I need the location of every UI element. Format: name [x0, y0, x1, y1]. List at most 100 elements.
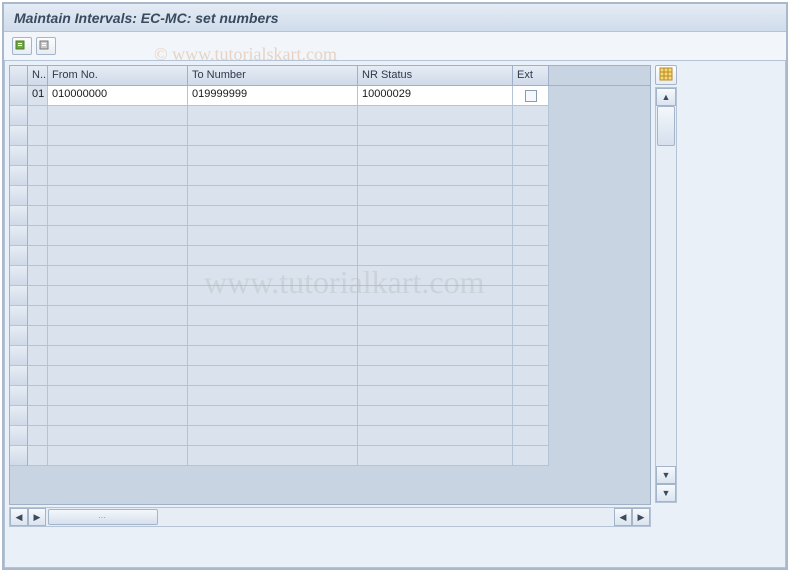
cell-from[interactable] — [48, 126, 188, 146]
cell-to[interactable] — [188, 166, 358, 186]
row-selector[interactable] — [10, 266, 28, 286]
cell-n[interactable] — [28, 166, 48, 186]
scroll-right-inner-button[interactable]: ▶ — [28, 508, 46, 526]
cell-n[interactable] — [28, 186, 48, 206]
cell-from[interactable]: 010000000 — [48, 86, 188, 106]
row-selector[interactable] — [10, 346, 28, 366]
row-selector[interactable] — [10, 286, 28, 306]
row-selector[interactable] — [10, 446, 28, 466]
insert-row-button[interactable] — [12, 37, 32, 55]
cell-nr[interactable] — [358, 126, 513, 146]
cell-nr[interactable] — [358, 226, 513, 246]
col-header-nr[interactable]: NR Status — [358, 66, 513, 85]
scroll-left-button[interactable]: ◀ — [10, 508, 28, 526]
cell-to[interactable] — [188, 186, 358, 206]
cell-ext[interactable] — [513, 86, 549, 106]
cell-n[interactable] — [28, 386, 48, 406]
cell-n[interactable] — [28, 326, 48, 346]
cell-nr[interactable] — [358, 186, 513, 206]
cell-to[interactable] — [188, 346, 358, 366]
row-selector[interactable] — [10, 426, 28, 446]
cell-n[interactable] — [28, 446, 48, 466]
cell-ext[interactable] — [513, 226, 549, 246]
cell-from[interactable] — [48, 326, 188, 346]
cell-ext[interactable] — [513, 366, 549, 386]
row-selector[interactable] — [10, 206, 28, 226]
cell-n[interactable] — [28, 406, 48, 426]
cell-from[interactable] — [48, 186, 188, 206]
cell-n[interactable] — [28, 426, 48, 446]
scroll-down-dbl-button[interactable]: ▼ — [656, 466, 676, 484]
cell-ext[interactable] — [513, 286, 549, 306]
horizontal-scrollbar[interactable]: ◀ ▶ ⋯ ◀ ▶ — [9, 507, 651, 527]
hscroll-track[interactable]: ⋯ — [46, 508, 614, 526]
cell-n[interactable] — [28, 246, 48, 266]
cell-ext[interactable] — [513, 266, 549, 286]
vscroll-thumb[interactable] — [657, 106, 675, 146]
row-selector[interactable] — [10, 366, 28, 386]
cell-n[interactable] — [28, 366, 48, 386]
col-header-n[interactable]: N.. — [28, 66, 48, 85]
col-header-from[interactable]: From No. — [48, 66, 188, 85]
cell-n[interactable] — [28, 306, 48, 326]
cell-nr[interactable] — [358, 446, 513, 466]
cell-to[interactable] — [188, 266, 358, 286]
cell-nr[interactable] — [358, 386, 513, 406]
ext-checkbox[interactable] — [525, 90, 537, 102]
cell-ext[interactable] — [513, 406, 549, 426]
row-selector[interactable] — [10, 306, 28, 326]
row-selector[interactable] — [10, 226, 28, 246]
cell-n[interactable] — [28, 226, 48, 246]
cell-nr[interactable] — [358, 426, 513, 446]
cell-to[interactable] — [188, 106, 358, 126]
cell-ext[interactable] — [513, 206, 549, 226]
cell-from[interactable] — [48, 306, 188, 326]
cell-nr[interactable] — [358, 206, 513, 226]
cell-nr[interactable] — [358, 266, 513, 286]
cell-ext[interactable] — [513, 446, 549, 466]
cell-ext[interactable] — [513, 306, 549, 326]
vscroll-track[interactable] — [656, 106, 676, 466]
cell-nr[interactable] — [358, 406, 513, 426]
cell-to[interactable] — [188, 306, 358, 326]
cell-to[interactable] — [188, 386, 358, 406]
vertical-scrollbar[interactable]: ▲ ▼ ▼ — [655, 87, 677, 503]
cell-from[interactable] — [48, 446, 188, 466]
cell-to[interactable] — [188, 206, 358, 226]
cell-from[interactable] — [48, 386, 188, 406]
row-selector-header[interactable] — [10, 66, 28, 85]
row-selector[interactable] — [10, 126, 28, 146]
cell-nr[interactable] — [358, 286, 513, 306]
cell-from[interactable] — [48, 246, 188, 266]
cell-ext[interactable] — [513, 146, 549, 166]
cell-nr[interactable] — [358, 166, 513, 186]
delete-row-button[interactable] — [36, 37, 56, 55]
cell-from[interactable] — [48, 346, 188, 366]
row-selector[interactable] — [10, 146, 28, 166]
cell-ext[interactable] — [513, 106, 549, 126]
cell-nr[interactable] — [358, 306, 513, 326]
cell-to[interactable] — [188, 326, 358, 346]
row-selector[interactable] — [10, 406, 28, 426]
cell-nr[interactable] — [358, 366, 513, 386]
cell-to[interactable]: 019999999 — [188, 86, 358, 106]
cell-ext[interactable] — [513, 346, 549, 366]
row-selector[interactable] — [10, 326, 28, 346]
cell-from[interactable] — [48, 106, 188, 126]
cell-ext[interactable] — [513, 186, 549, 206]
cell-from[interactable] — [48, 406, 188, 426]
cell-nr[interactable] — [358, 246, 513, 266]
cell-from[interactable] — [48, 426, 188, 446]
cell-nr[interactable] — [358, 346, 513, 366]
cell-to[interactable] — [188, 246, 358, 266]
table-settings-button[interactable] — [655, 65, 677, 85]
cell-from[interactable] — [48, 166, 188, 186]
scroll-down-button[interactable]: ▼ — [656, 484, 676, 502]
cell-to[interactable] — [188, 126, 358, 146]
cell-nr[interactable] — [358, 146, 513, 166]
col-header-ext[interactable]: Ext — [513, 66, 549, 85]
scroll-up-button[interactable]: ▲ — [656, 88, 676, 106]
cell-to[interactable] — [188, 286, 358, 306]
cell-from[interactable] — [48, 286, 188, 306]
cell-n[interactable] — [28, 286, 48, 306]
